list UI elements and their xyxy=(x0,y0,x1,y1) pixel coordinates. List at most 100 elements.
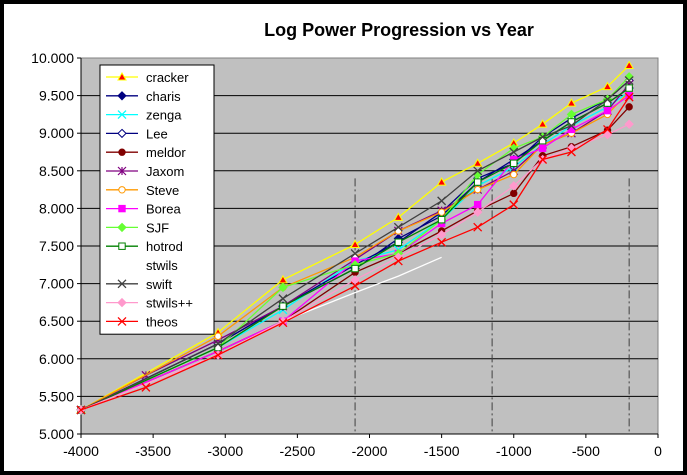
data-point xyxy=(278,318,288,328)
legend-item: stwils++ xyxy=(106,296,193,311)
chart-frame: Log Power Progression vs Year 5.000 5.500… xyxy=(4,4,683,471)
x-tick-label: -3000 xyxy=(207,443,243,459)
legend: cracker charis zenga Lee meldor Jaxom Steve Bor… xyxy=(99,64,215,335)
data-point xyxy=(76,405,86,415)
data-point xyxy=(350,239,360,248)
legend-item: Borea xyxy=(106,202,181,217)
y-tick-label: 8.000 xyxy=(39,200,74,216)
legend-item: charis xyxy=(106,89,181,104)
legend-label: cracker xyxy=(146,70,189,85)
y-tick-label: 5.000 xyxy=(39,426,74,442)
data-point xyxy=(473,185,482,194)
legend-label: Borea xyxy=(146,202,181,217)
legend-label: hotrod xyxy=(146,239,183,254)
data-point xyxy=(141,382,151,392)
legend-label: charis xyxy=(146,89,181,104)
y-tick-label: 7.500 xyxy=(39,238,74,254)
y-tick-label: 9.000 xyxy=(39,125,74,141)
data-point xyxy=(473,200,482,209)
series-line-zenga xyxy=(80,91,630,411)
data-point xyxy=(538,144,547,152)
legend-marker xyxy=(117,91,127,101)
series-line-sjf xyxy=(80,76,630,411)
x-tick-label: -500 xyxy=(572,443,600,459)
y-tick-label: 10.000 xyxy=(31,50,74,66)
series-line-swift xyxy=(80,80,630,411)
line-chart: Log Power Progression vs Year 5.000 5.500… xyxy=(31,20,662,459)
x-tick-label: -2500 xyxy=(279,443,315,459)
series-line-hotrod xyxy=(80,87,630,411)
data-point xyxy=(603,94,612,104)
data-point xyxy=(473,166,483,176)
data-point xyxy=(214,332,222,340)
series-line-stwilsplusplus xyxy=(80,123,630,411)
legend-label: Steve xyxy=(146,183,179,198)
data-point xyxy=(350,281,360,291)
y-tick-label: 6.500 xyxy=(39,313,74,329)
data-point xyxy=(350,275,360,285)
data-point xyxy=(509,181,519,191)
data-point xyxy=(566,98,577,107)
data-point xyxy=(509,147,519,157)
data-point xyxy=(279,302,287,310)
data-point xyxy=(351,264,359,273)
legend-item: meldor xyxy=(106,145,186,160)
legend-marker xyxy=(117,110,127,120)
legend-label: swift xyxy=(146,277,172,292)
legend-marker xyxy=(118,204,126,213)
legend-label: stwils++ xyxy=(146,296,193,311)
data-point xyxy=(393,256,403,266)
data-point xyxy=(278,294,288,304)
legend-label: zenga xyxy=(146,108,182,123)
data-point xyxy=(510,189,518,198)
legend-item: Lee xyxy=(106,126,168,141)
data-point xyxy=(624,119,634,129)
legend-label: meldor xyxy=(146,145,186,160)
series-line-cracker xyxy=(80,65,630,411)
data-point xyxy=(278,282,288,293)
legend-item: Jaxom xyxy=(106,164,184,179)
y-tick-label: 5.500 xyxy=(39,388,74,404)
data-point xyxy=(538,155,548,164)
legend-item: zenga xyxy=(106,108,182,123)
data-point xyxy=(437,237,447,247)
legend-item: swift xyxy=(106,277,172,292)
data-point xyxy=(625,84,633,92)
y-tick-label: 6.000 xyxy=(39,351,74,367)
legend-item: Steve xyxy=(106,183,179,198)
data-point xyxy=(437,196,447,206)
data-point xyxy=(602,81,613,91)
legend-item: cracker xyxy=(106,70,189,85)
data-point xyxy=(394,238,403,246)
legend-marker xyxy=(117,222,127,233)
series-layer xyxy=(76,60,635,415)
data-point xyxy=(213,339,223,349)
x-tick-label: -1000 xyxy=(496,443,532,459)
x-tick-label: -4000 xyxy=(63,443,99,459)
data-point xyxy=(473,222,483,232)
data-point xyxy=(213,350,223,360)
data-point xyxy=(624,76,634,86)
legend-marker xyxy=(117,128,127,139)
data-point xyxy=(624,92,634,102)
data-point xyxy=(436,230,447,240)
reference-lines xyxy=(354,178,630,434)
data-point xyxy=(603,106,612,115)
data-point xyxy=(437,215,446,224)
data-point xyxy=(510,170,518,179)
legend-marker xyxy=(117,166,127,176)
legend-marker xyxy=(117,279,127,289)
legend-marker xyxy=(118,148,126,156)
legend-marker xyxy=(117,297,127,308)
data-point xyxy=(437,208,446,216)
data-point xyxy=(566,147,576,157)
data-point xyxy=(625,91,633,100)
x-tick-label: -2000 xyxy=(352,443,388,459)
data-point xyxy=(624,60,635,70)
series-swift xyxy=(76,76,634,415)
data-point xyxy=(473,178,482,186)
data-point xyxy=(436,177,447,186)
data-point xyxy=(538,132,548,142)
y-tick-label: 8.500 xyxy=(39,163,74,179)
data-point xyxy=(510,159,518,167)
